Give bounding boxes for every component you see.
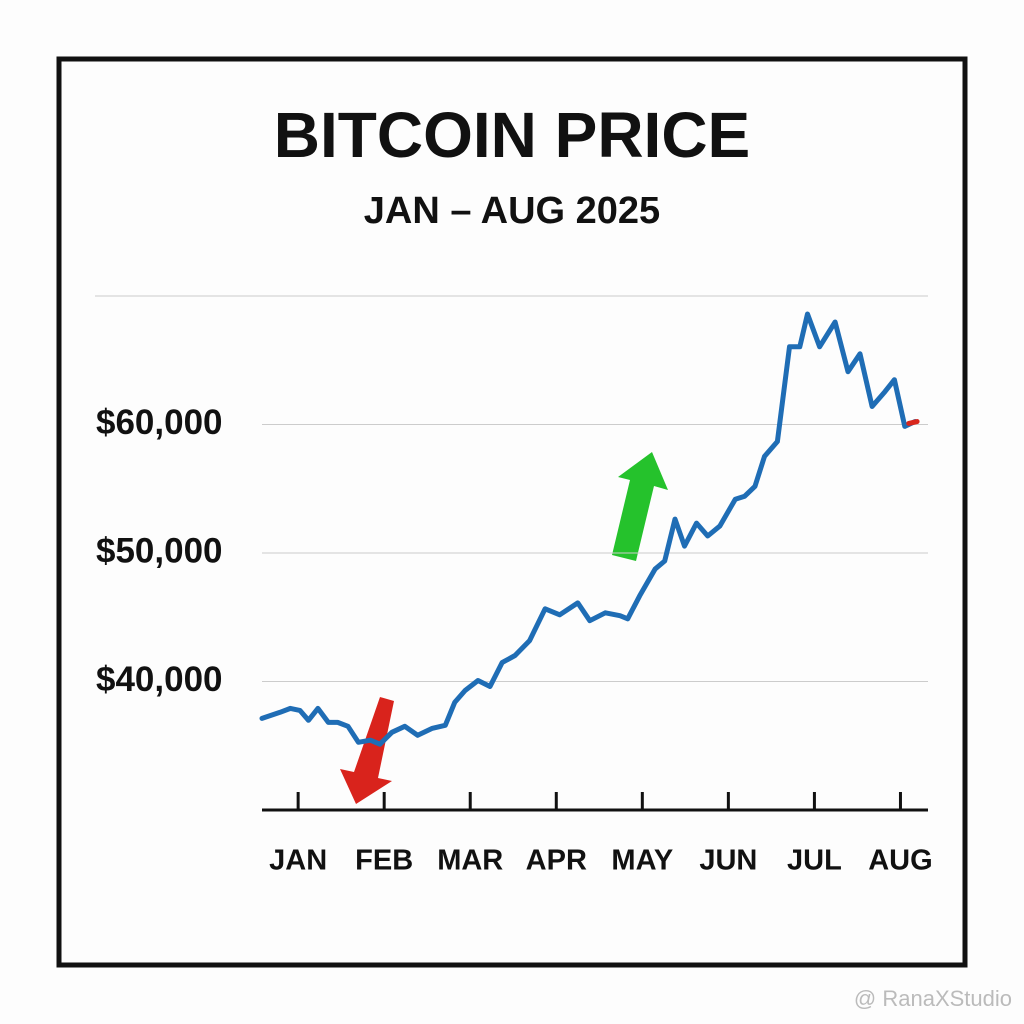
x-tick-label: JAN	[269, 845, 327, 877]
x-tick-label: JUL	[787, 845, 842, 877]
watermark: @ RanaXStudio	[854, 986, 1012, 1011]
x-tick-label: MAR	[437, 845, 503, 877]
chart-subtitle: JAN – AUG 2025	[364, 190, 660, 232]
x-tick-label: APR	[526, 845, 587, 877]
price-line	[259, 311, 918, 747]
down-arrow	[340, 697, 394, 804]
frame	[56, 56, 968, 968]
x-tick-label: AUG	[868, 845, 932, 877]
y-tick-label: $40,000	[96, 660, 223, 699]
end-highlight	[906, 419, 920, 426]
y-tick-label: $50,000	[96, 531, 223, 570]
x-tick-label: FEB	[355, 845, 413, 877]
x-tick-label: MAY	[611, 845, 673, 877]
chart-title: BITCOIN PRICE	[274, 99, 750, 171]
y-tick-label: $60,000	[96, 403, 223, 442]
up-arrow	[612, 452, 668, 561]
x-tick-label: JUN	[699, 845, 757, 877]
